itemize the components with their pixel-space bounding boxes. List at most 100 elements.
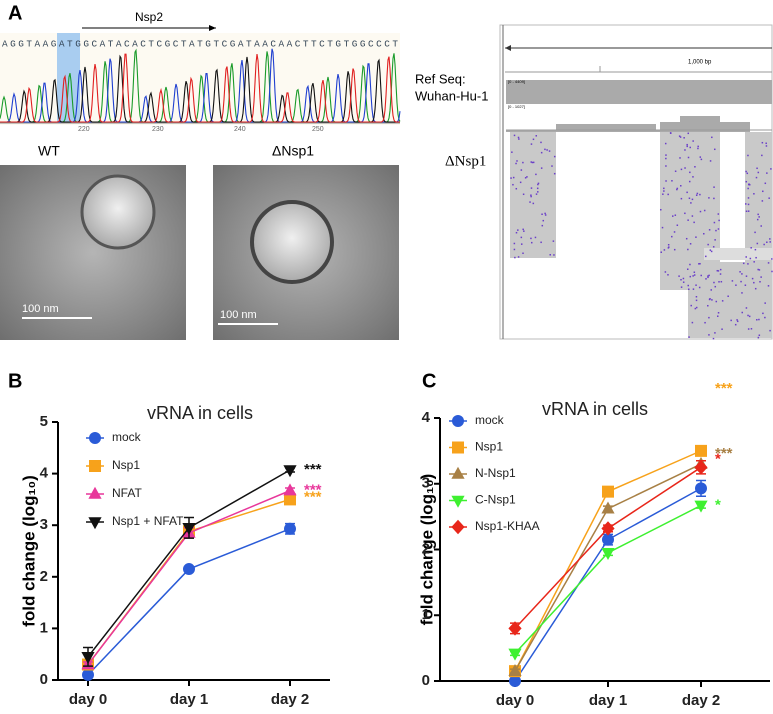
track-label: ΔNsp1 [445, 153, 486, 169]
mismatch [710, 289, 712, 291]
mismatch [544, 214, 547, 216]
mismatch [532, 138, 535, 141]
mismatch [745, 170, 747, 173]
mismatch [691, 215, 694, 217]
mismatch [689, 275, 692, 278]
mismatch [512, 183, 514, 186]
mismatch [665, 157, 667, 160]
mismatch [688, 197, 691, 200]
legend-label: N-Nsp1 [475, 466, 516, 480]
mismatch [761, 154, 763, 157]
y-axis-label: fold change (log₁₀) [19, 475, 38, 627]
mismatch [709, 249, 712, 251]
reads [510, 132, 773, 340]
x-tick-label: day 0 [69, 691, 107, 708]
mismatch [764, 302, 766, 304]
mismatch [736, 319, 738, 321]
mismatch [690, 304, 692, 307]
significance: *** [715, 380, 733, 397]
mismatch [524, 177, 527, 179]
mismatch [515, 162, 517, 165]
mismatch [717, 315, 719, 317]
mismatch [682, 277, 685, 280]
mismatch [730, 319, 732, 322]
mismatch [764, 316, 766, 319]
mismatch [532, 202, 535, 205]
mismatch [712, 337, 715, 340]
marker [508, 648, 522, 661]
mismatch [753, 193, 755, 195]
mismatch [744, 284, 747, 286]
mismatch [541, 213, 543, 216]
mismatch [513, 134, 516, 137]
mismatch [687, 219, 689, 221]
mismatch [771, 270, 773, 273]
mismatch [537, 183, 539, 186]
mismatch [767, 262, 770, 264]
mismatch [711, 136, 713, 139]
mismatch [540, 141, 542, 144]
mismatch [707, 276, 709, 279]
coverage [506, 80, 772, 104]
mismatch [680, 185, 682, 187]
legend-label: Nsp1 [475, 440, 503, 454]
mismatch [551, 165, 553, 167]
mismatch [718, 219, 720, 222]
mismatch [690, 202, 692, 204]
mismatch [746, 172, 749, 175]
mismatch [536, 187, 539, 190]
y-tick-label: 5 [40, 413, 48, 430]
mismatch [513, 242, 516, 245]
mismatch [515, 187, 518, 190]
mismatch [714, 285, 717, 288]
mismatch [721, 328, 723, 330]
sequence: AGGTAAGATGGCATACACTCGCTATGTCGATAACAACTTC… [2, 38, 398, 49]
mismatch [697, 147, 699, 150]
mismatch [534, 236, 537, 239]
marker [509, 675, 521, 687]
mismatch [671, 180, 673, 182]
mismatch [663, 187, 665, 190]
mismatch [530, 161, 533, 163]
marker [82, 668, 94, 681]
mismatch [756, 242, 759, 245]
significance: *** [304, 461, 322, 478]
mismatch [517, 229, 519, 231]
mismatch [741, 311, 744, 314]
mismatch [687, 132, 690, 135]
mismatch [695, 236, 697, 238]
mismatch [745, 210, 748, 213]
significance: *** [715, 445, 733, 462]
marker [601, 501, 615, 514]
mismatch [751, 277, 754, 280]
mismatch [707, 275, 709, 277]
y-tick-label: 0 [40, 671, 48, 688]
mismatch [715, 300, 718, 303]
mismatch [757, 336, 760, 339]
mismatch [755, 176, 758, 179]
mismatch [692, 176, 694, 178]
mismatch [687, 284, 690, 287]
mismatch [698, 263, 700, 265]
mismatch [537, 191, 539, 193]
y-tick-label: 3 [40, 516, 48, 533]
mismatch [705, 255, 707, 258]
mismatch [679, 157, 681, 159]
micrograph-label: WT [38, 143, 60, 159]
mismatch [700, 158, 703, 161]
mismatch [719, 273, 722, 275]
mismatch [540, 167, 543, 169]
mismatch [680, 168, 683, 171]
mismatch [667, 274, 669, 276]
mismatch [756, 319, 758, 321]
mismatch [660, 251, 663, 253]
mismatch [747, 314, 749, 317]
arrowhead [505, 45, 511, 51]
igv-range: [0 - 1027] [508, 104, 525, 109]
mismatch [544, 148, 546, 151]
mismatch [694, 166, 696, 168]
mismatch [673, 231, 676, 233]
mismatch [745, 256, 747, 258]
mismatch [760, 276, 762, 278]
mismatch [537, 182, 540, 185]
